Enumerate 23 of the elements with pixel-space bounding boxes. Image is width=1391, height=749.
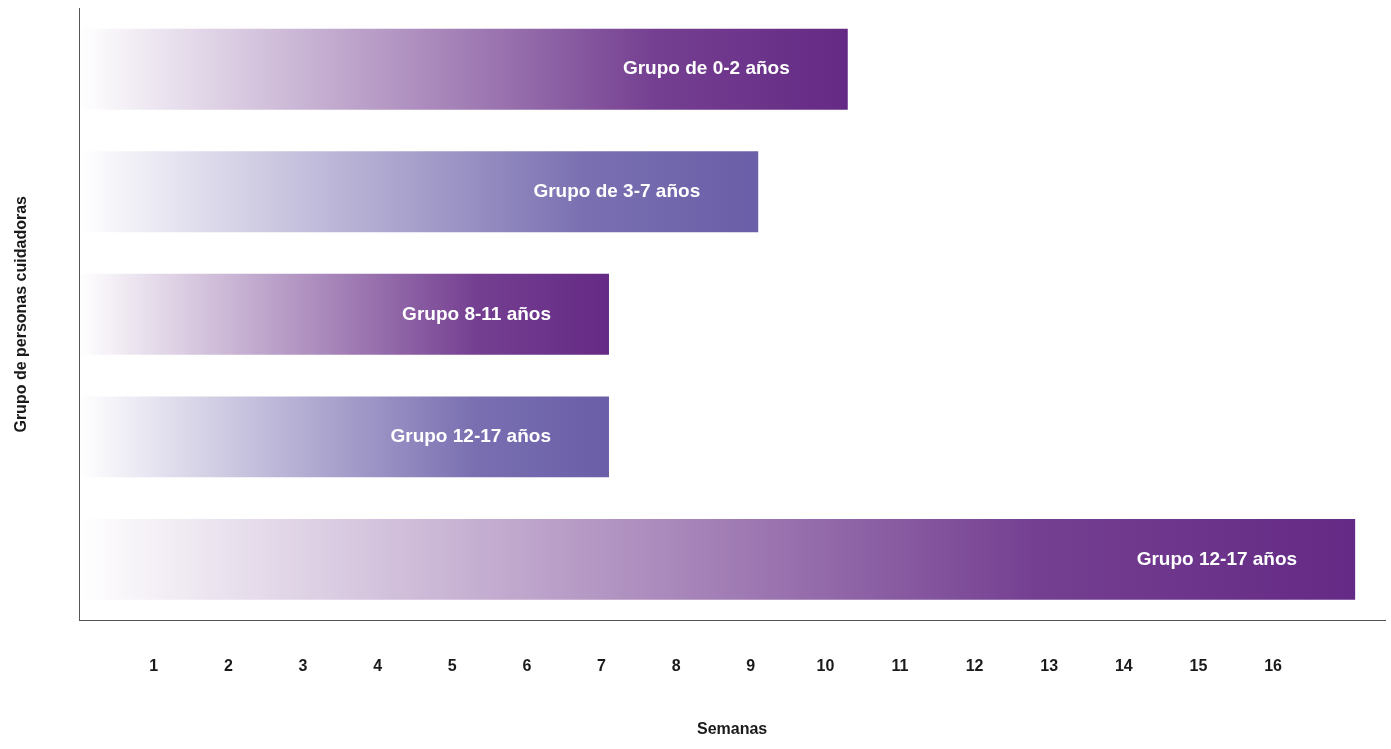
x-tick-label: 15 <box>1189 656 1208 674</box>
x-axis-title: Semanas <box>696 719 768 737</box>
x-tick-label: 10 <box>816 656 835 674</box>
x-tick-label: 14 <box>1114 656 1133 674</box>
x-tick-label: 2 <box>223 656 233 674</box>
x-tick-label: 12 <box>965 656 984 674</box>
y-tick-label: Grupo de 3-7 años <box>533 180 701 202</box>
y-axis-title: Grupo de personas cuidadoras <box>12 195 30 433</box>
x-tick-label: 13 <box>1040 656 1059 674</box>
x-tick-label: 6 <box>522 656 532 674</box>
y-tick-label: Grupo 12-17 años <box>390 425 551 447</box>
y-tick-label: Grupo 8-11 años <box>402 302 551 324</box>
x-tick-label: 8 <box>671 656 681 674</box>
y-tick-label: Grupo de 0-2 años <box>622 57 790 79</box>
x-tick-label: 9 <box>746 656 756 674</box>
x-tick-label: 5 <box>447 656 457 674</box>
x-tick-label: 16 <box>1264 656 1283 674</box>
x-tick-label: 1 <box>149 656 159 674</box>
x-tick-label: 3 <box>298 656 308 674</box>
y-tick-label: Grupo 12-17 años <box>1136 547 1298 569</box>
x-tick-label: 11 <box>891 656 909 674</box>
x-tick-label: 7 <box>597 656 607 674</box>
x-tick-label: 4 <box>373 656 383 674</box>
